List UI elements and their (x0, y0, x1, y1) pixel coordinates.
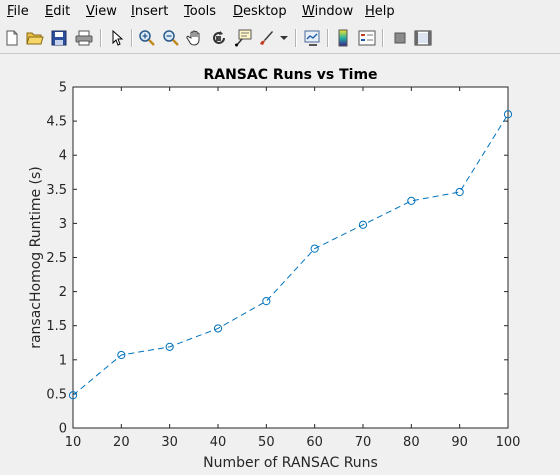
data-point-marker (213, 324, 223, 333)
hide-plot-tools-icon[interactable] (390, 27, 410, 49)
toolbar-separator (295, 29, 297, 47)
x-tick-label: 20 (113, 435, 130, 450)
print-figure-icon[interactable] (74, 27, 94, 49)
zoom-out-icon[interactable] (161, 27, 181, 49)
save-figure-icon[interactable] (49, 27, 69, 49)
zoom-in-icon[interactable] (137, 27, 157, 49)
toolbar-separator (100, 29, 102, 47)
menu-file[interactable]: File (7, 4, 29, 19)
data-point-marker (358, 220, 368, 229)
x-tick-label: 50 (258, 435, 275, 450)
data-point-marker (165, 342, 174, 351)
data-cursor-icon[interactable] (233, 27, 253, 49)
menu-tools[interactable]: Tools (184, 4, 217, 19)
y-tick-label: 0.5 (46, 387, 67, 402)
x-axis-label: Number of RANSAC Runs (203, 455, 378, 471)
figure-canvas: 10 20 30 40 50 60 70 80 90 100 0 0.5 1 1.5 2 2.5 3 3.5 4 4.… (0, 54, 560, 475)
data-point-marker (117, 350, 126, 360)
x-tick-label: 10 (65, 435, 82, 450)
brush-icon[interactable] (256, 27, 276, 49)
insert-colorbar-icon[interactable] (333, 27, 353, 49)
menu-help[interactable]: Help (365, 4, 395, 19)
line-chart: 10 20 30 40 50 60 70 80 90 100 0 0.5 1 1.5 2 2.5 3 3.5 4 4.… (28, 67, 521, 471)
menu-desktop[interactable]: Desktop (233, 4, 287, 19)
y-tick-label: 1 (59, 353, 67, 368)
y-tick-label: 1.5 (46, 319, 67, 334)
x-tick-label: 80 (403, 435, 420, 450)
y-tick-label: 4.5 (46, 115, 67, 130)
data-point-marker (455, 187, 464, 197)
y-tick-label: 4 (59, 149, 67, 164)
x-tick-label: 30 (161, 435, 178, 450)
figure-toolbar (0, 24, 560, 54)
plot-area (72, 86, 509, 429)
toolbar-separator (131, 29, 133, 47)
data-point-marker (262, 297, 271, 306)
rotate-3d-icon[interactable] (209, 27, 229, 49)
toolbar-separator (382, 29, 384, 47)
brush-dropdown-icon[interactable] (278, 27, 290, 49)
link-plot-icon[interactable] (302, 27, 322, 49)
chart-title: RANSAC Runs vs Time (203, 67, 377, 83)
y-tick-label: 2.5 (46, 251, 67, 266)
series-line (72, 114, 509, 396)
data-point-marker (503, 110, 513, 119)
edit-plot-arrow-icon[interactable] (107, 27, 127, 49)
y-axis-label: ransacHomog Runtime (s) (28, 166, 44, 349)
insert-legend-icon[interactable] (357, 27, 377, 49)
menu-view[interactable]: View (86, 4, 117, 19)
menu-edit[interactable]: Edit (45, 4, 71, 19)
menu-insert[interactable]: Insert (131, 4, 169, 19)
data-point-marker (310, 244, 319, 253)
menu-bar: File Edit View Insert Tools Desktop Wind… (0, 0, 560, 24)
toolbar-separator (327, 29, 329, 47)
menu-window[interactable]: Window (302, 4, 354, 19)
x-tick-label: 40 (210, 435, 227, 450)
new-figure-icon[interactable] (2, 27, 22, 49)
y-tick-label: 2 (59, 285, 67, 300)
y-tick-label: 0 (59, 422, 67, 437)
x-tick-label: 100 (496, 435, 521, 450)
x-tick-label: 70 (355, 435, 372, 450)
open-file-icon[interactable] (25, 27, 45, 49)
y-tick-label: 3.5 (46, 183, 67, 198)
pan-hand-icon[interactable] (185, 27, 205, 49)
x-tick-label: 90 (451, 435, 468, 450)
y-tick-label: 3 (59, 217, 67, 232)
show-plot-tools-icon[interactable] (413, 27, 433, 49)
data-point-marker (68, 391, 78, 400)
y-tick-label: 5 (59, 81, 67, 96)
data-point-marker (407, 196, 416, 205)
x-tick-label: 60 (306, 435, 323, 450)
